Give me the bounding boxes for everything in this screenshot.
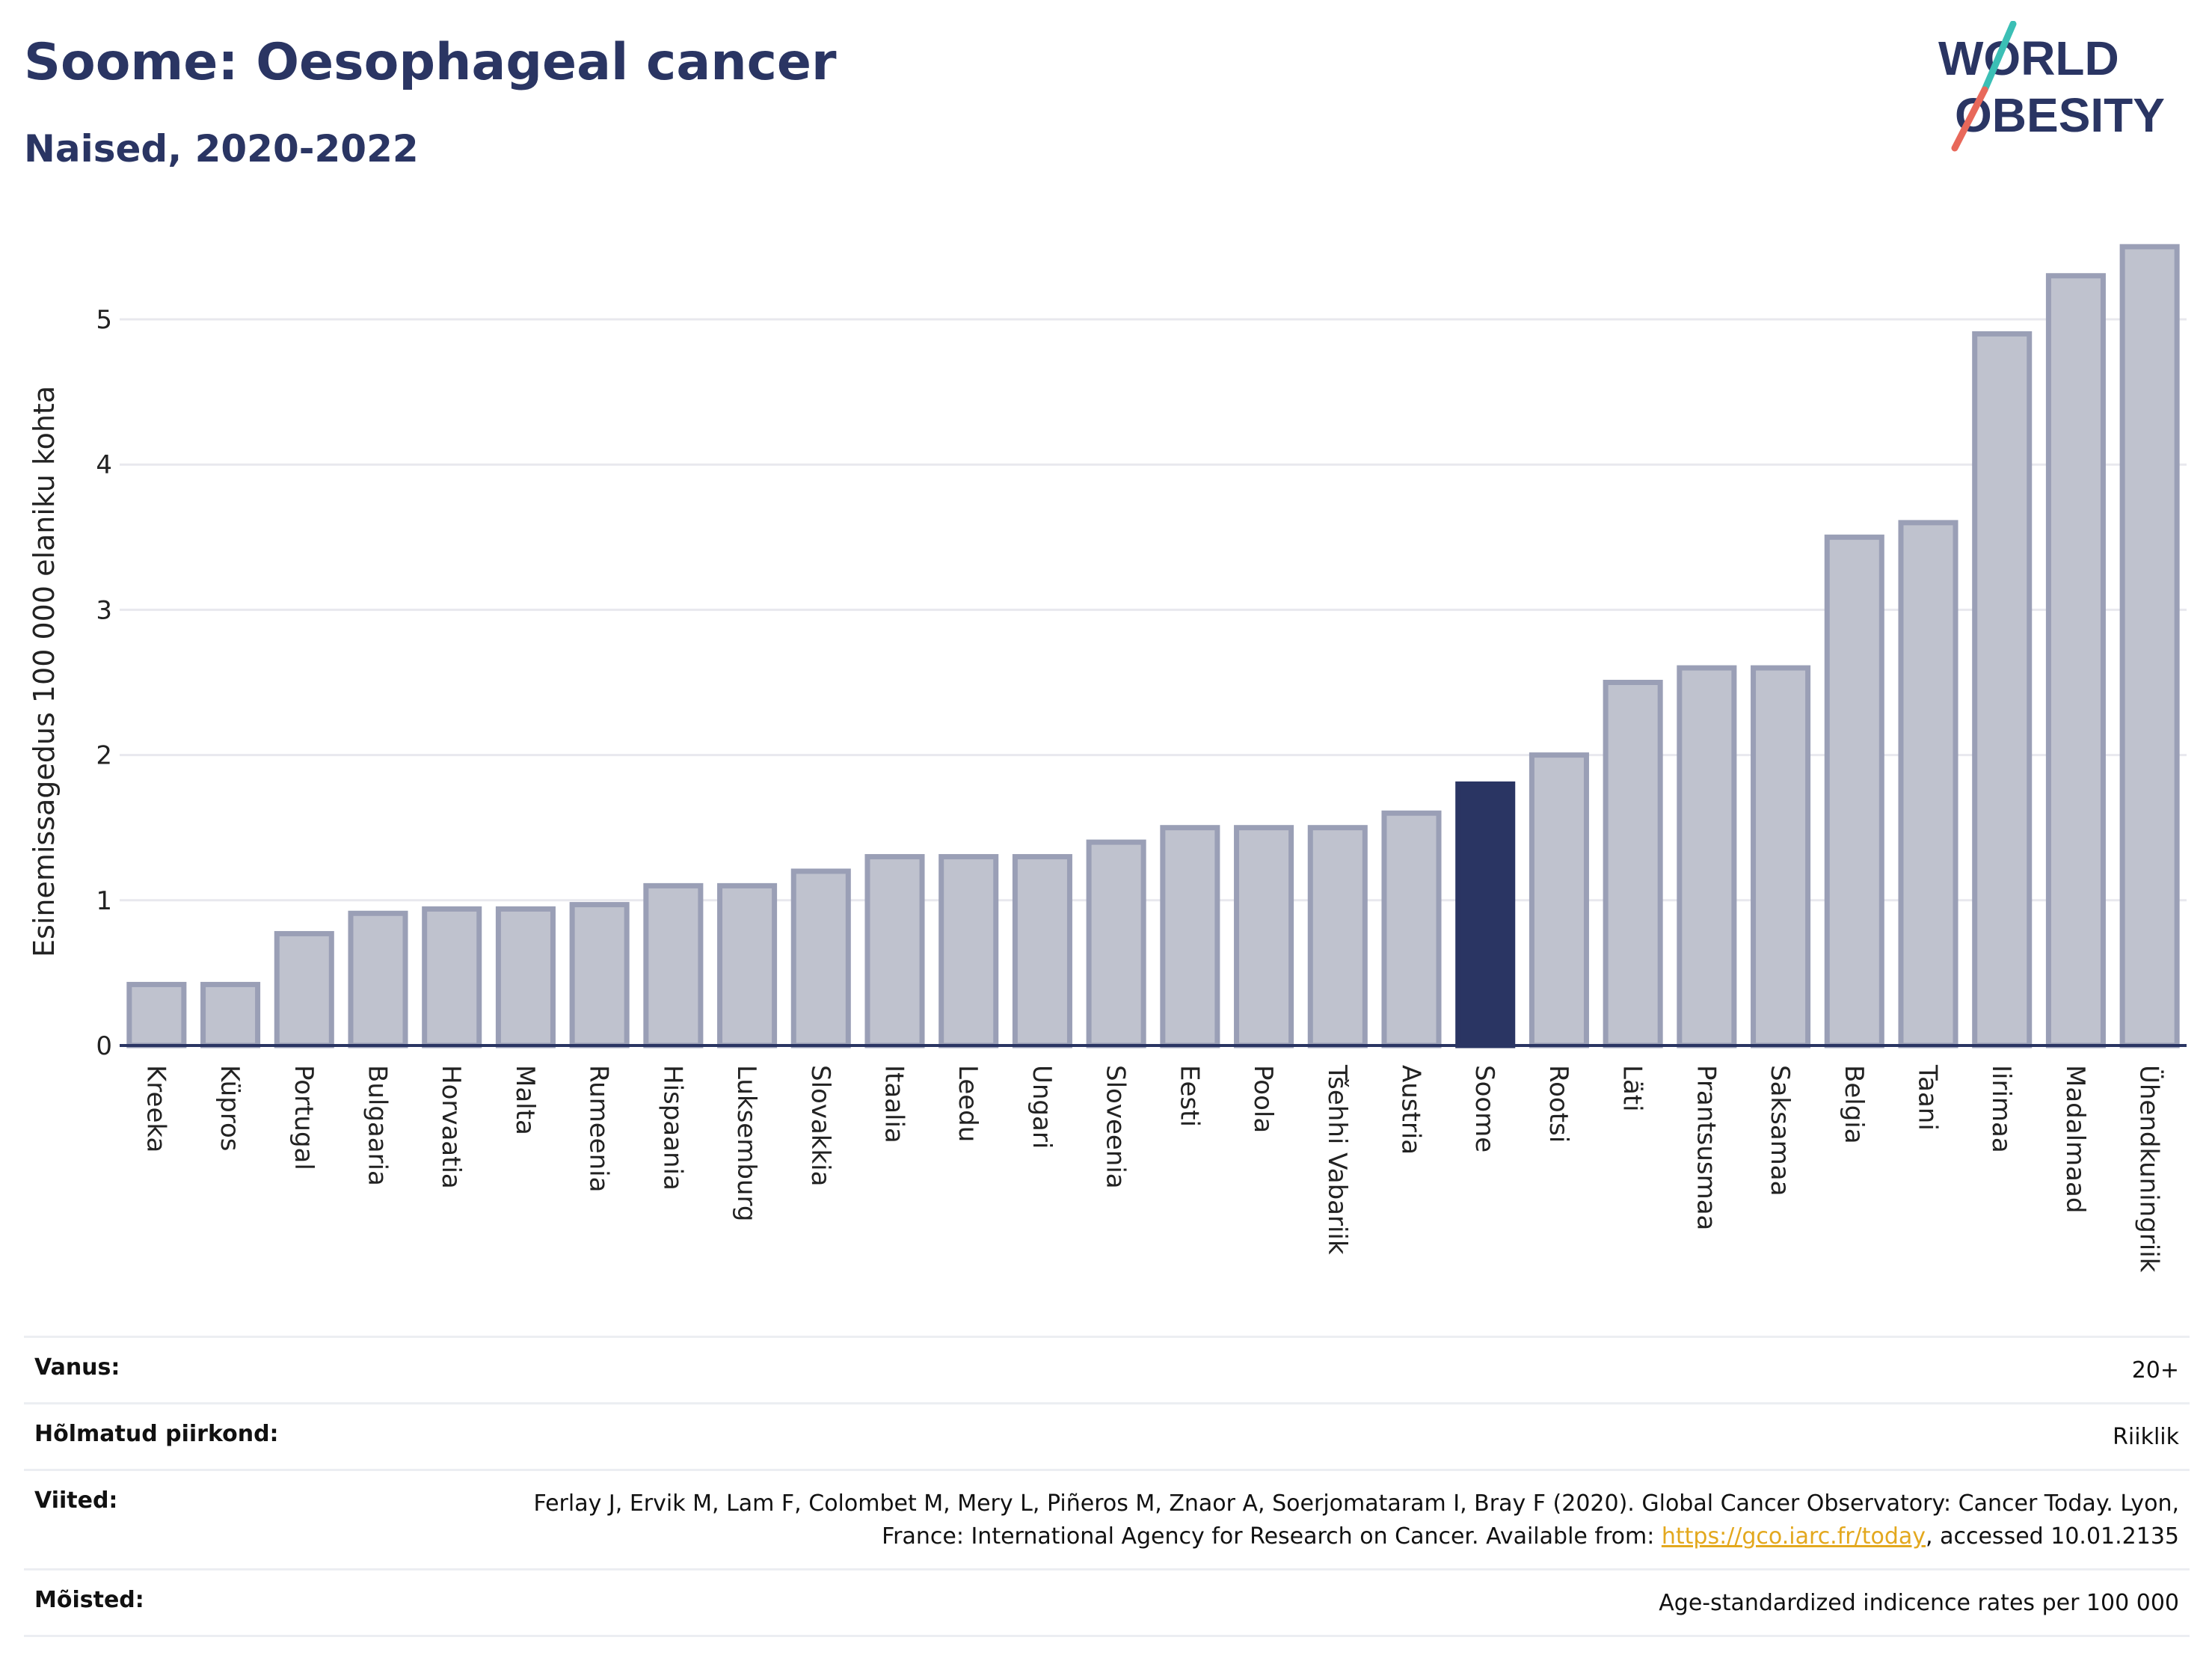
y-tick-label: 4	[96, 450, 112, 480]
meta-row-references: Viited: Ferlay J, Ervik M, Lam F, Colomb…	[24, 1469, 2190, 1568]
meta-value-references: Ferlay J, Ervik M, Lam F, Colombet M, Me…	[497, 1487, 2179, 1553]
bar-chart: 0 1 2 3 4 5 Esinemissagedus 100 000 elaniku ko…	[28, 244, 2187, 1273]
metadata-table: Vanus: 20+ Hõlmatud piirkond: Riiklik Vi…	[24, 1336, 2190, 1637]
x-tick-label: Soome	[1469, 1065, 1499, 1152]
x-tick-label: Belgia	[1839, 1065, 1869, 1144]
bar-luksemburg	[717, 882, 778, 1048]
x-tick-label: Läti	[1617, 1065, 1647, 1112]
x-tick-label: Ungari	[1027, 1065, 1057, 1149]
meta-key-age: Vanus:	[34, 1354, 120, 1381]
x-tick-label: Itaalia	[879, 1065, 909, 1143]
meta-row-age: Vanus: 20+	[24, 1336, 2190, 1402]
chart-title: Soome: Oesophageal cancer	[24, 33, 837, 92]
bar-küpros	[200, 981, 261, 1048]
x-tick-label: Taani	[1913, 1064, 1943, 1131]
bar-austria	[1381, 810, 1442, 1048]
bar-ühendkuningriik	[2119, 244, 2180, 1048]
meta-value-age: 20+	[2131, 1357, 2179, 1384]
x-tick-label: Kreeka	[141, 1065, 170, 1152]
bar-tšehhi-vabariik	[1307, 825, 1368, 1048]
x-tick-label: Prantsusmaa	[1691, 1065, 1721, 1230]
meta-row-definitions: Mõisted: Age-standardized indicence rate…	[24, 1568, 2190, 1637]
x-tick-label: Madalmaad	[2060, 1065, 2090, 1213]
x-tick-label: Austria	[1396, 1065, 1426, 1155]
bar-saksamaa	[1751, 665, 1811, 1048]
bar-ungari	[1012, 854, 1072, 1048]
meta-row-region: Hõlmatud piirkond: Riiklik	[24, 1402, 2190, 1469]
x-tick-label: Horvaatia	[436, 1065, 466, 1189]
y-tick-label: 5	[96, 305, 112, 335]
y-tick-label: 3	[96, 595, 112, 625]
reference-text: Ferlay J, Ervik M, Lam F, Colombet M, Me…	[533, 1490, 2179, 1550]
chart-subtitle: Naised, 2020-2022	[24, 127, 419, 171]
bar-kreeka	[126, 981, 187, 1048]
bar-läti	[1603, 680, 1663, 1048]
x-tick-label: Saksamaa	[1765, 1065, 1795, 1196]
bar-soome	[1455, 781, 1516, 1048]
bar-prantsusmaa	[1677, 665, 1737, 1048]
bar-slovakkia	[790, 868, 851, 1048]
meta-value-definitions: Age-standardized indicence rates per 100…	[1659, 1590, 2179, 1616]
x-tick-label: Slovakkia	[805, 1065, 835, 1186]
bar-itaalia	[864, 854, 925, 1048]
bar-iirimaa	[1972, 331, 2033, 1048]
x-tick-label: Bulgaaria	[363, 1065, 393, 1186]
x-tick-label: Rumeenia	[584, 1065, 614, 1192]
y-tick-label: 0	[96, 1031, 112, 1061]
bar-portugal	[274, 930, 334, 1048]
x-tick-label: Ühendkuningriik	[2134, 1065, 2165, 1273]
logo-slash-coral	[1951, 86, 1988, 152]
logo-line2: OBESITY	[1955, 88, 2165, 142]
meta-key-definitions: Mõisted:	[34, 1587, 144, 1613]
y-tick-label: 1	[96, 886, 112, 916]
y-tick-label: 2	[96, 741, 112, 771]
bar-sloveenia	[1086, 839, 1146, 1048]
x-tick-label: Iirimaa	[1986, 1065, 2016, 1153]
bar-malta	[495, 906, 556, 1048]
x-tick-label: Eesti	[1174, 1065, 1204, 1127]
x-tick-label: Poola	[1248, 1065, 1278, 1133]
reference-link[interactable]: https://gco.iarc.fr/today	[1661, 1523, 1926, 1550]
meta-key-region: Hõlmatud piirkond:	[34, 1421, 279, 1447]
x-tick-label: Küpros	[215, 1065, 245, 1151]
meta-value-region: Riiklik	[2113, 1424, 2179, 1450]
world-obesity-logo: WORLD OBESITY	[1938, 21, 2165, 152]
bar-taani	[1898, 520, 1958, 1048]
bar-rootsi	[1529, 752, 1589, 1048]
meta-key-references: Viited:	[34, 1487, 118, 1514]
x-tick-label: Sloveenia	[1101, 1065, 1131, 1189]
y-axis-label: Esinemissagedus 100 000 elaniku kohta	[28, 386, 61, 957]
x-tick-label: Rootsi	[1543, 1065, 1573, 1143]
x-tick-label: Malta	[510, 1065, 540, 1135]
x-tick-label: Tšehhi Vabariik	[1322, 1064, 1352, 1255]
bar-bulgaaria	[348, 910, 408, 1048]
logo-line1: WORLD	[1938, 31, 2119, 85]
bar-belgia	[1824, 534, 1884, 1048]
x-tick-label: Portugal	[289, 1065, 319, 1170]
x-tick-label: Hispaania	[657, 1065, 687, 1191]
x-tick-label: Leedu	[953, 1065, 983, 1142]
bar-rumeenia	[569, 902, 630, 1048]
bar-horvaatia	[422, 906, 482, 1048]
bar-hispaania	[643, 882, 704, 1048]
bar-poola	[1234, 825, 1294, 1048]
bar-madalmaad	[2045, 273, 2106, 1048]
bar-eesti	[1160, 825, 1220, 1048]
bar-leedu	[938, 854, 999, 1048]
reference-accessed: , accessed 10.01.2135	[1926, 1523, 2179, 1550]
x-tick-label: Luksemburg	[731, 1065, 761, 1221]
logo-slash-teal	[1981, 21, 2017, 93]
